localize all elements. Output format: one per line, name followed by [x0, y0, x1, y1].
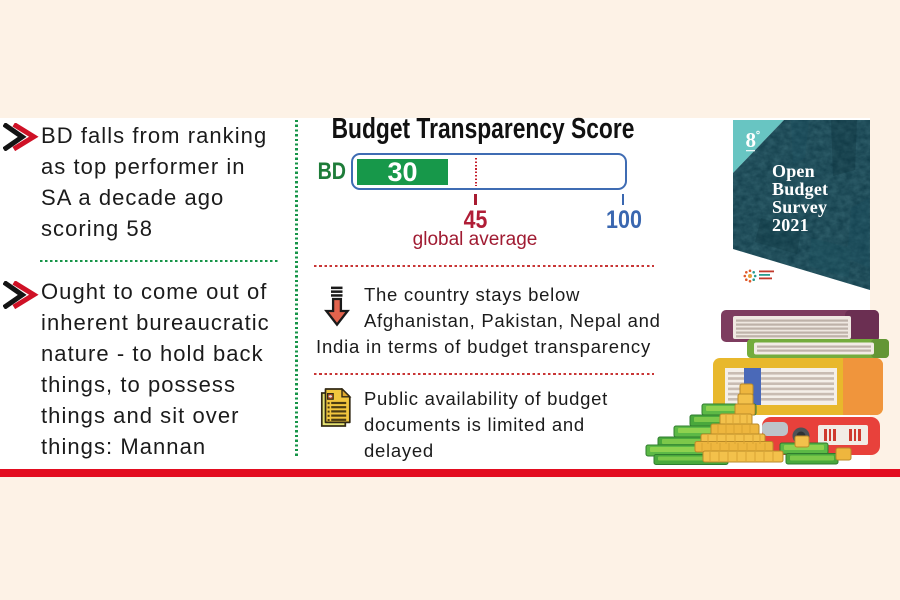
- svg-text:8: 8: [746, 128, 757, 152]
- svg-text:Budget: Budget: [772, 179, 828, 199]
- svg-text:Open: Open: [772, 161, 815, 181]
- svg-text:2021: 2021: [772, 215, 809, 235]
- svg-text:Survey: Survey: [772, 197, 827, 217]
